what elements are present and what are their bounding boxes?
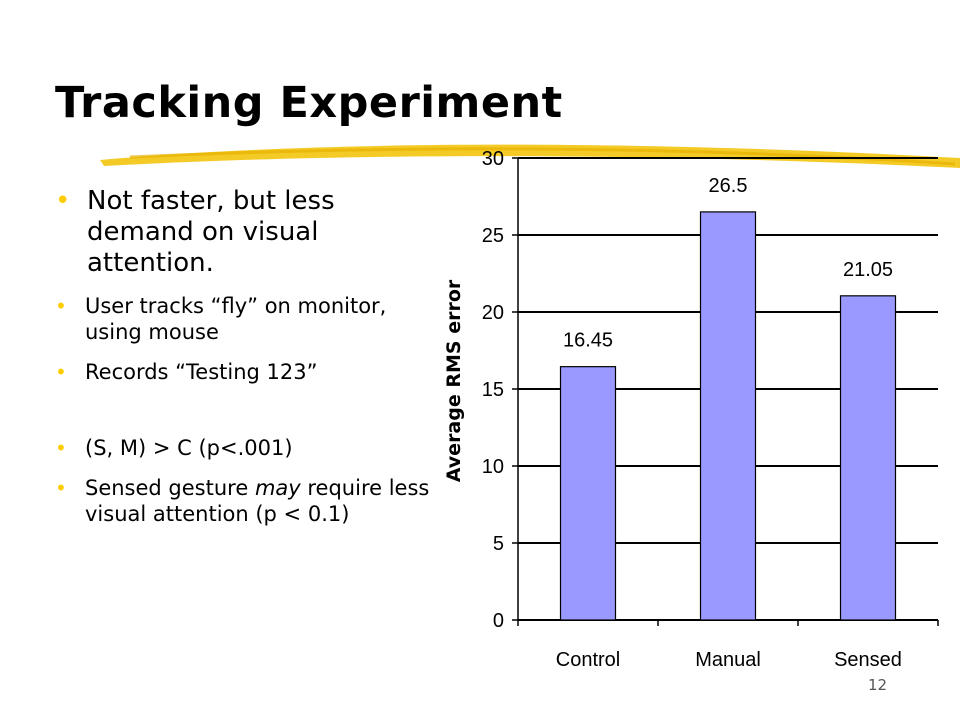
x-tick-label-manual: Manual bbox=[695, 649, 761, 671]
bullet-significance: (S, M) > C (p<.001) bbox=[55, 435, 435, 461]
bullet-sensed-emphasis: may bbox=[254, 476, 301, 500]
y-tick-label: 20 bbox=[482, 302, 504, 324]
bullet-not-faster: Not faster, but less demand on visual at… bbox=[55, 186, 435, 279]
bar-sensed bbox=[839, 295, 897, 621]
y-tick-label: 15 bbox=[482, 379, 504, 401]
data-label-control: 16.45 bbox=[563, 330, 613, 352]
y-tick-label: 30 bbox=[482, 148, 504, 170]
x-tick-label-sensed: Sensed bbox=[834, 649, 902, 671]
bullet-user-tracks: User tracks “fly” on monitor, using mous… bbox=[55, 293, 435, 345]
bullet-sensed-text-pre: Sensed gesture bbox=[85, 476, 255, 500]
bar-control bbox=[559, 366, 617, 621]
bullet-spacer bbox=[55, 399, 435, 435]
slide-number: 12 bbox=[868, 676, 888, 694]
bullet-sensed-text-post: require less visual attention (p < 0.1) bbox=[85, 476, 430, 526]
y-tick-label: 5 bbox=[493, 533, 504, 555]
bullet-sensed-gesture: Sensed gesture may require less visual a… bbox=[55, 475, 435, 527]
bullet-records: Records “Testing 123” bbox=[55, 359, 435, 385]
x-tick-label-control: Control bbox=[556, 649, 620, 671]
bar-chart: 0 5 10 15 20 25 30 Average RMS error 16.45 Contro… bbox=[443, 148, 939, 671]
bar-manual bbox=[699, 211, 757, 621]
slide-title: Tracking Experiment bbox=[55, 78, 563, 128]
y-tick-label: 0 bbox=[493, 610, 504, 632]
title-underline-swoosh bbox=[100, 144, 960, 168]
bullet-list: Not faster, but less demand on visual at… bbox=[55, 186, 435, 541]
y-tick-label: 25 bbox=[482, 225, 504, 247]
y-tick-label: 10 bbox=[482, 456, 504, 478]
data-label-manual: 26.5 bbox=[709, 175, 748, 197]
y-axis-label: Average RMS error bbox=[443, 279, 465, 482]
data-label-sensed: 21.05 bbox=[843, 259, 893, 281]
